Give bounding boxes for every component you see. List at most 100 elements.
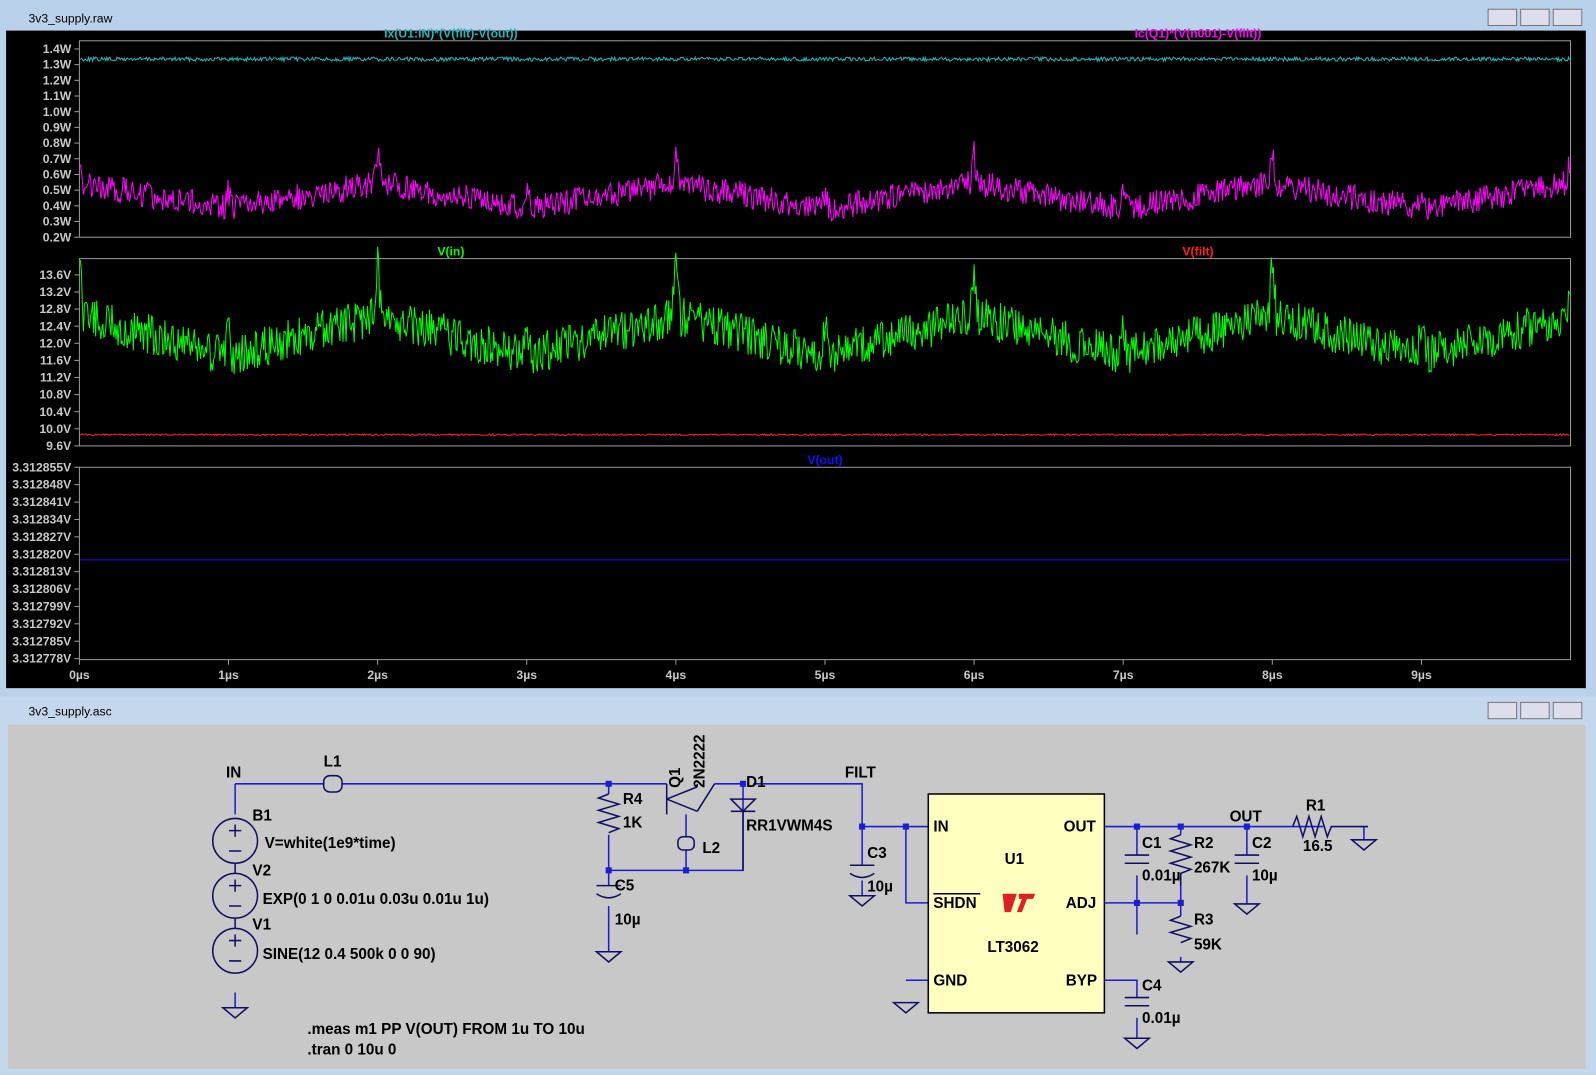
- y-tick-label: 1.1W: [43, 89, 72, 103]
- x-tick-label: 4µs: [666, 668, 687, 682]
- y-tick-label: 3.312799V: [12, 600, 72, 614]
- directive: .meas m1 PP V(OUT) FROM 1u TO 10u: [307, 1021, 584, 1038]
- window-title: 3v3_supply.raw: [29, 11, 113, 25]
- y-tick-label: 3.312827V: [12, 530, 72, 544]
- junctions: [605, 780, 1250, 906]
- trace: [80, 433, 1570, 437]
- y-tick-label: 12.8V: [39, 302, 72, 316]
- window-title: 3v3_supply.asc: [29, 705, 112, 719]
- trace-name: Ix(U1:IN)*(V(filt)-V(out)): [384, 27, 518, 41]
- y-tick-label: 10.0V: [39, 422, 72, 436]
- plot-area: [6, 30, 1586, 689]
- x-tick-label: 0µs: [69, 668, 90, 682]
- y-tick-label: 3.312841V: [12, 495, 72, 509]
- value: RR1VWM4S: [746, 818, 832, 835]
- y-tick-label: 10.4V: [39, 405, 72, 419]
- value: LT3062: [987, 939, 1038, 956]
- ref: V1: [252, 916, 271, 933]
- pin: OUT: [1064, 819, 1097, 836]
- net-label: FILT: [845, 765, 877, 782]
- y-tick-label: 0.4W: [43, 199, 72, 213]
- ref: L2: [702, 840, 720, 857]
- x-tick-label: 1µs: [218, 668, 239, 682]
- y-tick-label: 9.6V: [46, 439, 72, 453]
- ref: C2: [1252, 835, 1272, 852]
- value: 267K: [1194, 859, 1230, 876]
- y-tick-label: 0.9W: [43, 120, 72, 134]
- trace-name: V(in): [437, 245, 464, 259]
- pin: ADJ: [1066, 895, 1097, 912]
- value: 10µ: [1252, 868, 1278, 885]
- x-tick-label: 6µs: [964, 668, 985, 682]
- components: [211, 774, 1379, 1050]
- y-tick-label: 3.312785V: [12, 634, 72, 648]
- value: 16.5: [1303, 838, 1333, 855]
- window-buttons[interactable]: [1487, 8, 1583, 27]
- y-tick-label: 3.312792V: [12, 617, 72, 631]
- ref: C5: [615, 878, 635, 895]
- net-label: OUT: [1230, 808, 1263, 825]
- schematic-canvas: [8, 724, 1586, 1069]
- window-buttons[interactable]: [1487, 701, 1583, 720]
- ref: R3: [1194, 911, 1214, 928]
- value: V=white(1e9*time): [265, 835, 396, 852]
- x-tick-label: 3µs: [516, 668, 537, 682]
- ref: D1: [746, 774, 766, 791]
- ref: Q1: [667, 767, 684, 788]
- ref: R4: [623, 791, 643, 808]
- trace-name: V(filt): [1182, 245, 1213, 259]
- trace: [80, 55, 1571, 63]
- pane: [78, 258, 1572, 447]
- y-tick-label: 1.0W: [43, 105, 72, 119]
- value: 10µ: [615, 911, 641, 928]
- ref: R2: [1194, 835, 1214, 852]
- ref: L1: [324, 754, 342, 771]
- ref: V2: [252, 862, 271, 879]
- pin: SHDN: [933, 895, 976, 912]
- y-tick-label: 11.6V: [40, 353, 72, 367]
- x-tick-label: 7µs: [1113, 668, 1134, 682]
- ref: U1: [1005, 851, 1025, 868]
- value: 59K: [1194, 937, 1222, 954]
- y-tick-label: 12.0V: [39, 336, 72, 350]
- y-tick-label: 3.312813V: [12, 565, 72, 579]
- pin: GND: [933, 972, 967, 989]
- y-tick-label: 3.312855V: [12, 460, 72, 474]
- ref: C4: [1142, 977, 1162, 994]
- y-tick-label: 13.2V: [39, 285, 72, 299]
- y-tick-label: 3.312834V: [12, 513, 72, 527]
- x-tick-label: 5µs: [815, 668, 836, 682]
- y-tick-label: 3.312778V: [12, 652, 72, 666]
- y-tick-label: 1.4W: [43, 42, 72, 56]
- x-tick-label: 9µs: [1411, 668, 1432, 682]
- trace: [79, 246, 1571, 374]
- pin: BYP: [1066, 972, 1097, 989]
- value: 10µ: [867, 879, 893, 896]
- x-tick-label: 8µs: [1262, 668, 1283, 682]
- value: EXP(0 1 0 0.01u 0.03u 0.01u 1u): [263, 891, 489, 908]
- value: SINE(12 0.4 500k 0 0 90): [263, 946, 436, 963]
- y-tick-label: 3.312820V: [12, 547, 72, 561]
- y-tick-label: 0.8W: [43, 136, 72, 150]
- y-tick-label: 0.3W: [43, 215, 72, 229]
- y-tick-label: 3.312848V: [12, 478, 72, 492]
- y-tick-label: 3.312806V: [12, 582, 72, 596]
- trace-name: V(out): [807, 453, 842, 467]
- trace: [79, 141, 1571, 222]
- value: 0.01µ: [1142, 1010, 1180, 1027]
- x-tick-label: 2µs: [367, 668, 388, 682]
- value: 1K: [623, 815, 643, 832]
- y-tick-label: 12.4V: [39, 319, 72, 333]
- pane: [78, 40, 1572, 238]
- net-label: IN: [226, 765, 241, 782]
- y-tick-label: 13.6V: [39, 268, 72, 282]
- pin: IN: [933, 819, 948, 836]
- y-tick-label: 0.2W: [43, 230, 72, 244]
- ref: B1: [252, 807, 272, 824]
- y-tick-label: 1.3W: [43, 58, 72, 72]
- ref: C1: [1142, 835, 1162, 852]
- y-tick-label: 10.8V: [39, 388, 72, 402]
- trace-name: Ic(Q1)*(V(n001)-V(filt)): [1135, 27, 1262, 41]
